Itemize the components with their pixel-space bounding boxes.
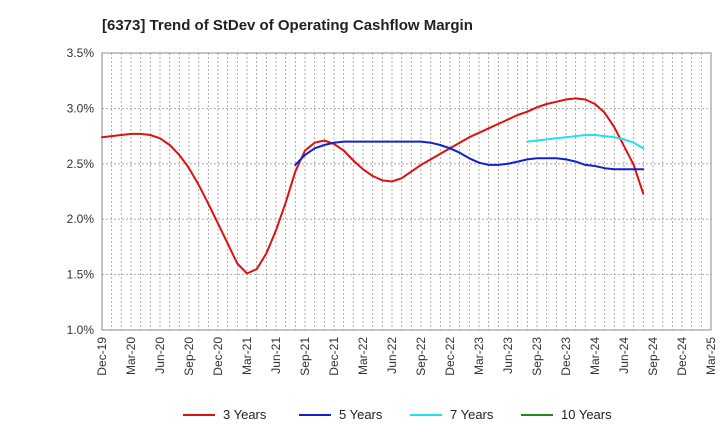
x-tick-label: Dec-22 [443,337,457,376]
legend-label: 10 Years [561,407,612,422]
x-tick-label: Mar-20 [124,337,138,375]
x-tick-label: Dec-24 [675,337,689,376]
legend-label: 7 Years [450,407,494,422]
grid [102,53,711,330]
x-tick-label: Sep-22 [414,337,428,376]
x-tick-label: Dec-19 [95,337,109,376]
legend-label: 5 Years [339,407,383,422]
x-tick-label: Mar-25 [704,337,718,375]
x-tick-label: Mar-23 [472,337,486,375]
chart-title: [6373] Trend of StDev of Operating Cashf… [102,17,473,34]
x-tick-label: Jun-21 [269,337,283,374]
x-tick-label: Mar-21 [240,337,254,375]
x-tick-label: Jun-24 [617,337,631,374]
y-tick-label: 3.0% [67,101,95,115]
y-tick-label: 2.5% [67,157,95,171]
x-tick-label: Dec-20 [211,337,225,376]
x-tick-label: Jun-20 [153,337,167,374]
plot-area [101,52,712,331]
x-tick-label: Jun-23 [501,337,515,374]
x-tick-label: Dec-21 [327,337,341,376]
y-axis: 1.0% 1.5% 2.0% 2.5% 3.0% 3.5% [67,46,95,337]
series-line-7-years [526,134,645,150]
legend-item-7-years: 7 Years [410,407,494,422]
x-tick-label: Sep-21 [298,337,312,376]
y-tick-label: 3.5% [67,46,95,60]
x-tick-label: Dec-23 [559,337,573,376]
x-tick-label: Sep-24 [646,337,660,376]
series-lines [101,97,645,275]
y-tick-label: 1.5% [67,268,95,282]
legend: 3 Years 5 Years 7 Years 10 Years [183,407,612,422]
x-tick-label: Sep-23 [530,337,544,376]
series-line-5-years [294,140,645,171]
legend-item-3-years: 3 Years [183,407,267,422]
legend-label: 3 Years [223,407,267,422]
legend-item-5-years: 5 Years [299,407,383,422]
x-tick-label: Mar-22 [356,337,370,375]
legend-item-10-years: 10 Years [521,407,612,422]
x-tick-label: Sep-20 [182,337,196,376]
x-tick-label: Jun-22 [385,337,399,374]
x-tick-label: Mar-24 [588,337,602,375]
x-axis: Dec-19 Mar-20 Jun-20 Sep-20 Dec-20 Mar-21 Jun-… [95,337,718,376]
series-line-3-years [101,97,645,275]
y-tick-label: 1.0% [67,323,95,337]
y-tick-label: 2.0% [67,212,95,226]
